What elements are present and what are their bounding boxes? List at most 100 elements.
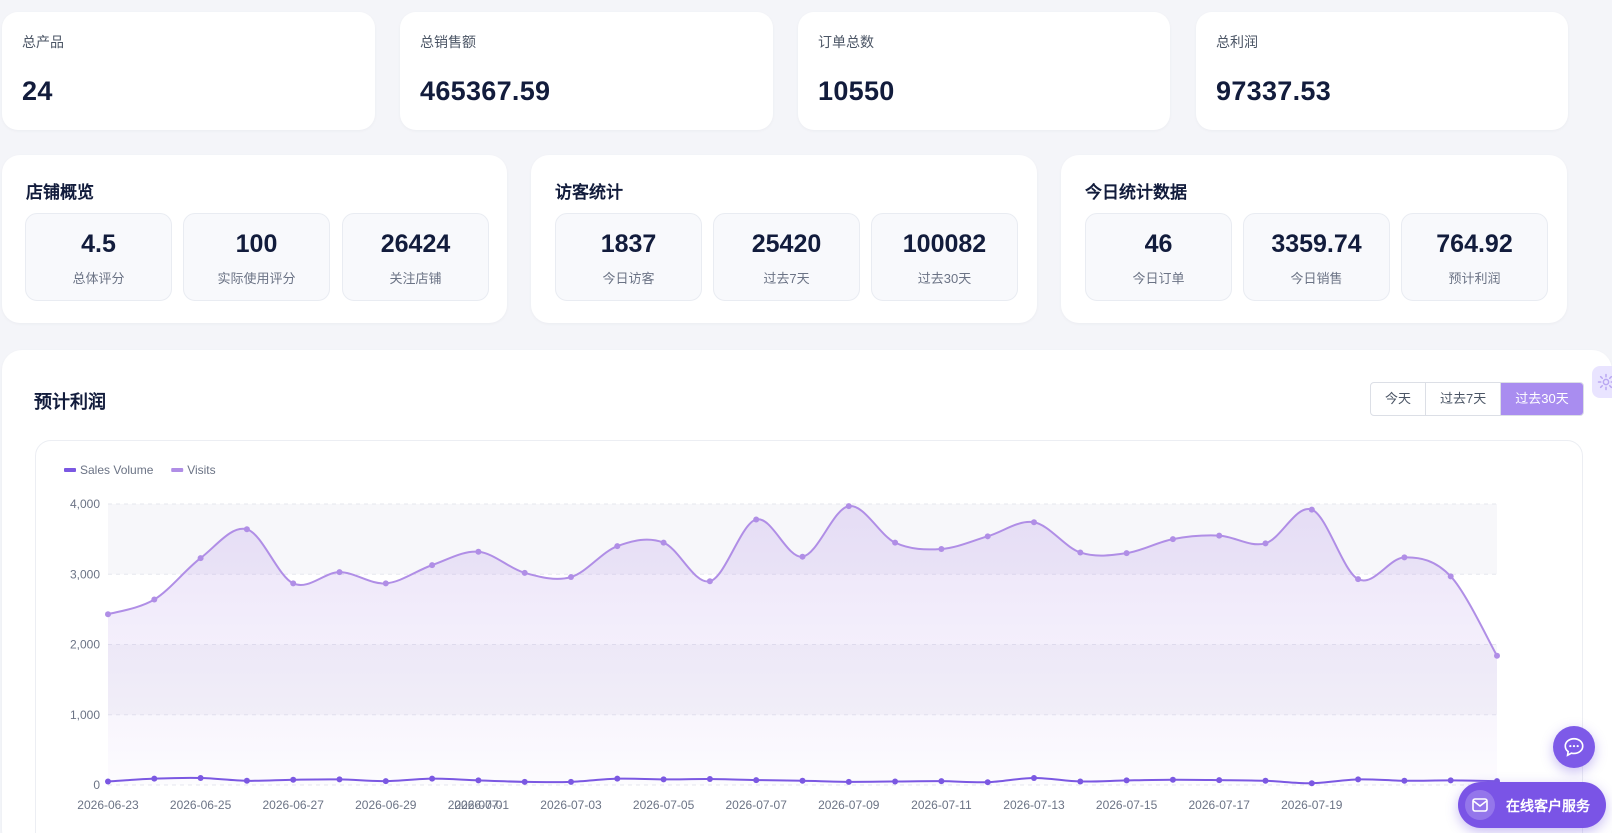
legend-swatch	[64, 468, 76, 472]
period-switch: 今天 过去7天 过去30天	[1370, 382, 1584, 416]
visits-point	[105, 611, 111, 618]
metric-label: 今日访客	[602, 271, 655, 286]
visits-point	[521, 569, 528, 576]
sales-volume-point	[984, 779, 991, 786]
stat-card-total-products: 总产品 24	[2, 12, 375, 130]
visits-point	[151, 596, 158, 603]
x-tick-label: 2026-07-17	[1189, 798, 1251, 812]
visits-point	[1355, 576, 1362, 583]
stat-label: 订单总数	[818, 34, 874, 50]
metric-box: 46 今日订单	[1085, 213, 1232, 301]
profit-chart-card: 预计利润 今天 过去7天 过去30天 0 1,000 2,000 3,000 4,000…	[2, 350, 1612, 833]
y-tick-label: 3,000	[70, 567, 100, 581]
period-today-button[interactable]: 今天	[1385, 391, 1412, 406]
sales-volume-point	[614, 775, 621, 782]
sales-volume-point	[1262, 777, 1269, 784]
panel-title: 今日统计数据	[1085, 183, 1187, 202]
visits-area	[108, 505, 1497, 785]
visits-point	[290, 580, 297, 587]
panel-today-stats: 今日统计数据 46 今日订单 3359.74 今日销售 764.92 预计利润	[1061, 155, 1567, 323]
metric-label: 关注店铺	[389, 271, 442, 286]
x-tick-label: 2026-07-03	[540, 798, 602, 812]
y-tick-label: 4,000	[70, 497, 100, 511]
metric-label: 实际使用评分	[217, 271, 296, 286]
stat-label: 总利润	[1216, 34, 1258, 50]
metric-box: 100 实际使用评分	[183, 213, 330, 301]
chart-plot-area: 0 1,000 2,000 3,000 4,000 2026-06-23 2026-06-2…	[35, 440, 1583, 833]
y-tick-label: 0	[93, 778, 100, 792]
visits-point	[1123, 550, 1130, 557]
x-tick-label: 2026-07-09	[818, 798, 880, 812]
sales-volume-point	[660, 776, 667, 783]
stat-label: 总销售额	[420, 34, 476, 50]
panel-visitor-stats: 访客统计 1837 今日访客 25420 过去7天 100082 过去30天	[531, 155, 1037, 323]
sales-volume-point	[753, 777, 760, 784]
metric-box: 100082 过去30天	[871, 213, 1018, 301]
sales-volume-point	[1401, 777, 1408, 784]
metric-box: 26424 关注店铺	[342, 213, 489, 301]
visits-point	[197, 555, 204, 562]
metric-value: 25420	[751, 230, 822, 258]
line-chart: 0 1,000 2,000 3,000 4,000 2026-06-23 2026-06-2…	[64, 463, 1500, 812]
sales-volume-point	[1169, 776, 1176, 783]
online-service-button[interactable]: 在线客户服务	[1458, 782, 1606, 828]
visits-point	[243, 526, 250, 533]
sales-volume-point	[382, 778, 389, 785]
sales-volume-point	[845, 778, 852, 785]
visits-point	[1308, 506, 1315, 513]
sales-volume-point	[1077, 778, 1084, 785]
visits-point	[892, 539, 899, 546]
panel-title: 访客统计	[555, 183, 623, 202]
sales-volume-point	[243, 777, 250, 784]
x-tick-label: 2026-07-13	[1003, 798, 1065, 812]
x-tick-label: 2026-06-27	[263, 798, 325, 812]
sales-volume-point	[568, 778, 574, 785]
metric-label: 过去7天	[763, 271, 810, 286]
panel-store-overview: 店铺概览 4.5 总体评分 100 实际使用评分 26424 关注店铺	[2, 155, 507, 323]
period-7days-button[interactable]: 过去7天	[1425, 383, 1500, 415]
metric-value: 1837	[600, 230, 657, 258]
metric-value: 100	[235, 230, 278, 258]
visits-point	[1169, 536, 1176, 543]
metric-label: 今日订单	[1132, 271, 1185, 286]
metric-box: 3359.74 今日销售	[1243, 213, 1390, 301]
sales-volume-point	[1216, 777, 1223, 784]
visits-point	[660, 539, 667, 546]
sales-volume-point	[938, 778, 945, 785]
settings-tab[interactable]	[1592, 366, 1612, 398]
visits-point	[938, 545, 945, 552]
x-tick-label: 2026-07-07	[726, 798, 788, 812]
chat-button[interactable]	[1553, 726, 1595, 768]
stat-value: 97337.53	[1216, 76, 1332, 106]
sales-volume-point	[1447, 777, 1454, 784]
legend-swatch	[171, 468, 184, 472]
visits-point	[1216, 532, 1223, 539]
metric-box: 764.92 预计利润	[1401, 213, 1548, 301]
sales-volume-point	[706, 776, 713, 783]
y-tick-label: 1,000	[70, 708, 100, 722]
x-tick-label: 2026-07-05	[633, 798, 695, 812]
x-tick-label: 2026-07-	[454, 798, 502, 812]
y-tick-label: 2,000	[70, 638, 100, 652]
visits-point	[429, 562, 436, 569]
visits-point	[984, 533, 991, 540]
visits-point	[1262, 540, 1269, 547]
stat-card-total-sales: 总销售额 465367.59	[400, 12, 773, 130]
legend-label: Visits	[187, 463, 215, 477]
metric-box: 1837 今日访客	[555, 213, 702, 301]
sales-volume-point	[799, 777, 806, 784]
sales-volume-point	[1031, 774, 1037, 781]
visits-point	[1077, 549, 1084, 556]
sales-volume-point	[892, 778, 899, 785]
period-30days-button[interactable]: 过去30天	[1500, 383, 1583, 415]
x-tick-label: 2026-07-19	[1281, 798, 1343, 812]
stat-card-total-profit: 总利润 97337.53	[1196, 12, 1568, 130]
stat-label: 总产品	[22, 34, 64, 50]
sales-volume-point	[475, 777, 482, 784]
mail-icon	[1465, 790, 1495, 820]
visits-point	[475, 548, 482, 555]
stat-row: 总产品 24 总销售额 465367.59 订单总数 10550 总利润 973…	[2, 12, 1612, 130]
x-tick-label: 2026-06-29	[355, 798, 417, 812]
chat-icon	[1564, 737, 1584, 757]
x-tick-label: 2026-07-01	[448, 798, 510, 812]
